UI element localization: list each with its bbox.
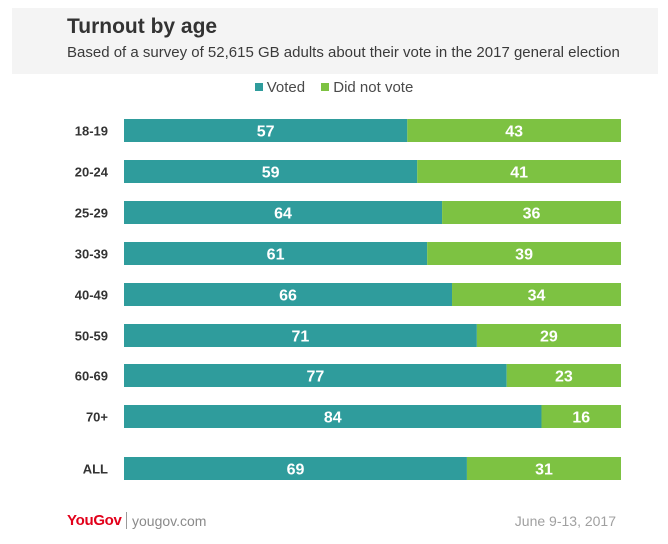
data-label-did-not-vote-40-49: 34	[528, 288, 546, 305]
bar-did-not-vote-30-39	[427, 242, 621, 265]
data-label-voted-20-24: 59	[262, 165, 280, 182]
bar-did-not-vote-20-24	[417, 160, 621, 183]
bar-voted-40-49	[124, 283, 453, 306]
data-label-did-not-vote-all: 31	[535, 462, 553, 479]
category-label-60-69: 60-69	[75, 369, 108, 384]
bar-did-not-vote-70	[541, 405, 621, 428]
data-label-did-not-vote-25-29: 36	[523, 206, 541, 223]
data-label-voted-40-49: 66	[279, 288, 297, 305]
legend-swatch-voted	[254, 83, 263, 91]
data-label-did-not-vote-30-39: 39	[515, 247, 533, 264]
bar-voted-60-69	[124, 364, 507, 387]
category-label-20-24: 20-24	[75, 165, 109, 180]
bar-voted-25-29	[124, 201, 443, 224]
footer-divider	[126, 512, 127, 529]
bar-did-not-vote-60-69	[506, 364, 621, 387]
footer-site: yougov.com	[132, 513, 207, 529]
data-label-voted-25-29: 64	[274, 206, 292, 223]
data-label-voted-50-59: 71	[292, 329, 310, 346]
legend-item-voted: Voted	[254, 79, 306, 96]
bar-voted-20-24	[124, 160, 418, 183]
bar-voted-all	[124, 457, 467, 480]
data-label-did-not-vote-20-24: 41	[510, 165, 528, 182]
category-label-30-39: 30-39	[75, 247, 108, 262]
category-label-70: 70+	[86, 410, 108, 425]
data-label-did-not-vote-18-19: 43	[505, 124, 523, 141]
legend-swatch-did-not-vote	[321, 83, 330, 91]
bar-voted-18-19	[124, 119, 408, 142]
data-label-voted-30-39: 61	[267, 247, 285, 264]
legend: Voted Did not vote	[0, 79, 668, 96]
bar-voted-50-59	[124, 324, 477, 347]
header-band	[12, 8, 658, 74]
chart-subtitle: Based of a survey of 52,615 GB adults ab…	[67, 44, 620, 61]
bar-did-not-vote-18-19	[407, 119, 621, 142]
bar-did-not-vote-25-29	[442, 201, 621, 224]
data-label-voted-70: 84	[324, 410, 342, 427]
category-label-50-59: 50-59	[75, 329, 108, 344]
data-label-did-not-vote-70: 16	[572, 410, 590, 427]
data-label-voted-60-69: 77	[306, 369, 324, 386]
category-label-all: ALL	[83, 462, 108, 477]
chart-title: Turnout by age	[67, 15, 218, 38]
data-label-did-not-vote-50-59: 29	[540, 329, 558, 346]
bar-voted-70	[124, 405, 542, 428]
legend-label-did-not-vote: Did not vote	[333, 79, 414, 96]
data-label-voted-all: 69	[287, 462, 305, 479]
bar-did-not-vote-40-49	[452, 283, 621, 306]
category-label-40-49: 40-49	[75, 288, 108, 303]
legend-label-voted: Voted	[266, 79, 306, 96]
legend-item-did-not-vote: Did not vote	[321, 79, 413, 96]
category-label-25-29: 25-29	[75, 206, 108, 221]
yougov-logo: YouGov	[67, 512, 122, 529]
data-label-voted-18-19: 57	[257, 124, 275, 141]
bar-did-not-vote-all	[466, 457, 621, 480]
bar-did-not-vote-50-59	[476, 324, 621, 347]
footer-date: June 9-13, 2017	[514, 513, 616, 529]
bar-voted-30-39	[124, 242, 428, 265]
data-label-did-not-vote-60-69: 23	[555, 369, 573, 386]
category-label-18-19: 18-19	[75, 124, 108, 139]
